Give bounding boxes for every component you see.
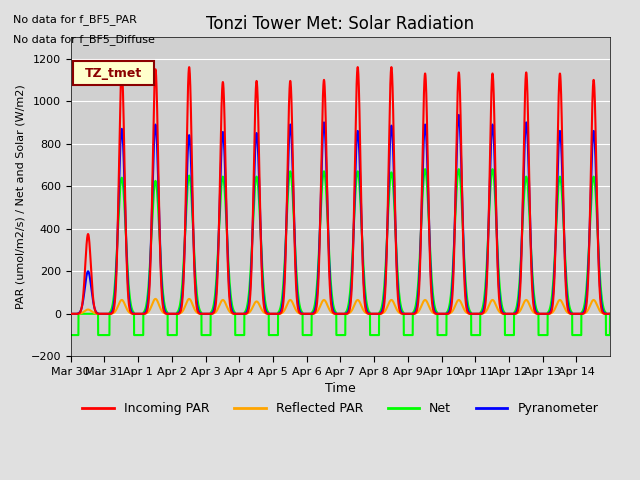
Text: No data for f_BF5_Diffuse: No data for f_BF5_Diffuse (13, 34, 155, 45)
FancyBboxPatch shape (74, 61, 154, 85)
Text: No data for f_BF5_PAR: No data for f_BF5_PAR (13, 14, 137, 25)
X-axis label: Time: Time (325, 382, 356, 396)
Y-axis label: PAR (umol/m2/s) / Net and Solar (W/m2): PAR (umol/m2/s) / Net and Solar (W/m2) (15, 84, 25, 309)
Title: Tonzi Tower Met: Solar Radiation: Tonzi Tower Met: Solar Radiation (206, 15, 474, 33)
Text: TZ_tmet: TZ_tmet (85, 67, 143, 80)
Legend: Incoming PAR, Reflected PAR, Net, Pyranometer: Incoming PAR, Reflected PAR, Net, Pyrano… (77, 397, 604, 420)
